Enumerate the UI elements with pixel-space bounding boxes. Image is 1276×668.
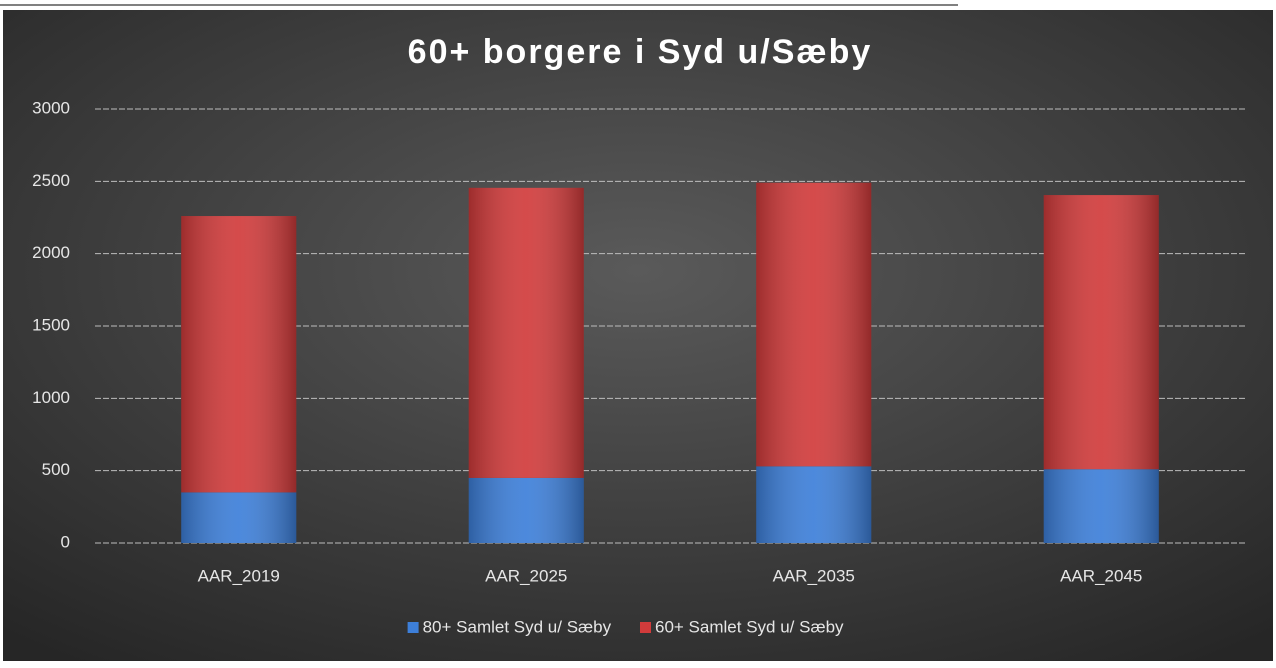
bar-segment — [1043, 469, 1159, 543]
y-tick-label: 1000 — [32, 388, 70, 407]
legend-swatch — [640, 622, 651, 633]
x-tick-label: AAR_2019 — [198, 566, 280, 585]
bar-segment — [756, 466, 872, 543]
y-tick-label: 0 — [61, 532, 70, 551]
bar-segment — [181, 492, 297, 543]
chart-title: 60+ borgere i Syd u/Sæby — [408, 33, 873, 71]
y-tick-label: 500 — [42, 460, 70, 479]
x-tick-label: AAR_2035 — [773, 566, 855, 585]
y-tick-label: 3000 — [32, 98, 70, 117]
y-tick-label: 2000 — [32, 243, 70, 262]
bar-segment — [1043, 195, 1159, 470]
bar-segment — [181, 216, 297, 493]
legend-label: 60+ Samlet Syd u/ Sæby — [655, 617, 844, 636]
legend-swatch — [407, 622, 419, 633]
y-tick-label: 1500 — [32, 315, 70, 334]
bar-segment — [756, 182, 872, 467]
legend-label: 80+ Samlet Syd u/ Sæby — [423, 617, 612, 636]
bar-segment — [468, 477, 584, 543]
x-tick-label: AAR_2045 — [1060, 566, 1142, 585]
bar-segment — [468, 187, 584, 478]
y-tick-label: 2500 — [32, 171, 70, 190]
x-tick-label: AAR_2025 — [485, 566, 567, 585]
